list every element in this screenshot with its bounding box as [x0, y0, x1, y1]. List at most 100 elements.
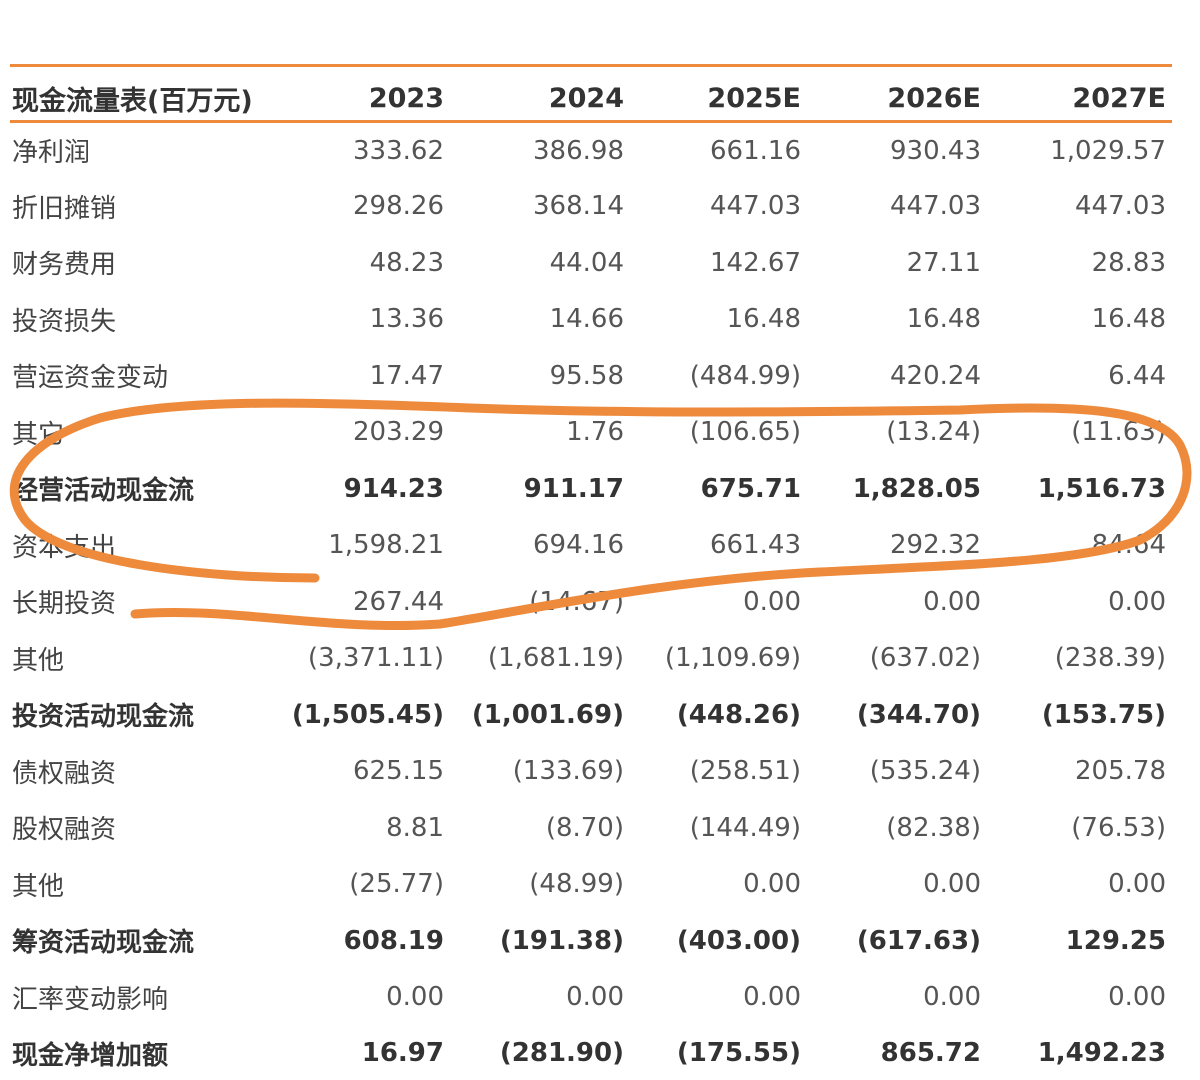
row-value: 28.83	[1091, 247, 1166, 278]
table-row: 其他 (3,371.11) (1,681.19) (1,109.69) (637.02)…	[10, 630, 1172, 687]
table-row: 投资损失 13.36 14.66 16.48 16.48 16.48	[10, 291, 1172, 348]
row-label: 债权融资	[12, 758, 117, 789]
row-value: (238.39)	[1054, 643, 1166, 674]
table-row-subtotal: 经营活动现金流 914.23 911.17 675.71 1,828.05 1,516.7…	[10, 461, 1172, 518]
cash-flow-table-container: 现金流量表(百万元) 2023 2024 2025E 2026E 2027E 净…	[10, 64, 1172, 1080]
row-value: 0.00	[923, 982, 981, 1013]
row-value: 84.64	[1091, 530, 1166, 561]
row-value: 16.48	[726, 304, 801, 335]
row-value: 0.00	[386, 982, 444, 1013]
row-value: (1,109.69)	[664, 643, 801, 674]
row-value: 6.44	[1108, 360, 1166, 391]
row-value: (1,505.45)	[291, 699, 444, 730]
row-value: (144.49)	[689, 812, 801, 843]
row-value: (25.77)	[349, 869, 444, 900]
row-label: 净利润	[12, 138, 91, 168]
row-value: (76.53)	[1071, 812, 1166, 843]
row-value: (637.02)	[869, 643, 981, 674]
row-value: (617.63)	[856, 925, 981, 956]
row-value: 8.81	[386, 812, 444, 843]
row-value: (14.67)	[529, 586, 624, 617]
row-value: 16.97	[290, 1025, 450, 1080]
table-row: 长期投资 267.44 (14.67) 0.00 0.00 0.00	[10, 574, 1172, 631]
table-row-subtotal: 筹资活动现金流 608.19 (191.38) (403.00) (617.63) 129…	[10, 913, 1172, 970]
row-value: 420.24	[890, 360, 981, 391]
row-value: (175.55)	[630, 1025, 807, 1080]
table-row: 资本支出 1,598.21 694.16 661.43 292.32 84.64	[10, 517, 1172, 574]
row-value: 386.98	[533, 135, 624, 166]
row-value: 1,598.21	[328, 530, 444, 561]
row-value: (258.51)	[689, 756, 801, 787]
row-value: (535.24)	[869, 756, 981, 787]
row-value: (13.24)	[886, 417, 981, 448]
row-value: 0.00	[566, 982, 624, 1013]
row-value: (106.65)	[689, 417, 801, 448]
row-label: 其他	[12, 871, 65, 902]
row-value: 48.23	[369, 247, 444, 278]
row-value: (133.69)	[512, 756, 624, 787]
row-value: 1.76	[566, 417, 624, 448]
row-value: (403.00)	[676, 925, 801, 956]
row-value: (82.38)	[886, 812, 981, 843]
cash-flow-table: 现金流量表(百万元) 2023 2024 2025E 2026E 2027E 净…	[10, 64, 1172, 1080]
row-value: (153.75)	[1041, 699, 1166, 730]
row-value: 911.17	[523, 473, 624, 504]
table-row: 折旧摊销 298.26 368.14 447.03 447.03 447.03	[10, 178, 1172, 235]
row-value: 205.78	[1075, 756, 1166, 787]
table-row: 其它 203.29 1.76 (106.65) (13.24) (11.63)	[10, 404, 1172, 461]
row-label: 经营活动现金流	[12, 476, 195, 507]
row-value: 447.03	[1075, 191, 1166, 222]
table-title: 现金流量表(百万元)	[10, 64, 290, 123]
row-value: 1,492.23	[987, 1025, 1172, 1080]
year-header: 2027E	[987, 64, 1172, 123]
row-value: 865.72	[807, 1025, 987, 1080]
table-row: 汇率变动影响 0.00 0.00 0.00 0.00 0.00	[10, 969, 1172, 1026]
row-label: 折旧摊销	[12, 193, 117, 224]
row-value: 0.00	[743, 869, 801, 900]
row-value: (48.99)	[529, 869, 624, 900]
row-value: 368.14	[533, 191, 624, 222]
row-value: 13.36	[369, 304, 444, 335]
table-row: 其他 (25.77) (48.99) 0.00 0.00 0.00	[10, 856, 1172, 913]
year-header: 2025E	[630, 64, 807, 123]
row-value: 625.15	[353, 756, 444, 787]
row-value: (11.63)	[1071, 417, 1166, 448]
row-value: 1,828.05	[852, 473, 981, 504]
row-label: 财务费用	[12, 250, 117, 281]
row-label: 其它	[12, 419, 65, 450]
row-value: 1,029.57	[1050, 135, 1166, 166]
table-row-subtotal: 现金净增加额 16.97 (281.90) (175.55) 865.72 1,492.2…	[10, 1025, 1172, 1080]
row-value: 298.26	[353, 191, 444, 222]
row-value: 14.66	[549, 304, 624, 335]
row-label: 营运资金变动	[12, 363, 169, 394]
row-value: 661.16	[710, 135, 801, 166]
row-value: 930.43	[890, 135, 981, 166]
row-value: (1,681.19)	[487, 643, 624, 674]
row-value: (1,001.69)	[471, 699, 624, 730]
year-header: 2023	[290, 64, 450, 123]
row-value: 661.43	[710, 530, 801, 561]
row-value: (448.26)	[676, 699, 801, 730]
row-value: (281.90)	[450, 1025, 630, 1080]
row-value: (344.70)	[856, 699, 981, 730]
row-value: 333.62	[353, 135, 444, 166]
row-value: (8.70)	[545, 812, 624, 843]
row-value: (484.99)	[689, 360, 801, 391]
row-label: 投资活动现金流	[12, 702, 195, 733]
row-label: 汇率变动影响	[12, 984, 169, 1015]
row-value: 95.58	[549, 360, 624, 391]
row-value: 267.44	[353, 586, 444, 617]
row-value: 0.00	[1108, 869, 1166, 900]
row-value: 129.25	[1065, 925, 1166, 956]
row-label: 其他	[12, 645, 65, 676]
row-value: 1,516.73	[1037, 473, 1166, 504]
table-row: 营运资金变动 17.47 95.58 (484.99) 420.24 6.44	[10, 348, 1172, 405]
row-value: 675.71	[700, 473, 801, 504]
table-header-row: 现金流量表(百万元) 2023 2024 2025E 2026E 2027E	[10, 64, 1172, 123]
row-label: 股权融资	[12, 815, 117, 846]
table-row: 净利润 333.62 386.98 661.16 930.43 1,029.57	[10, 122, 1172, 179]
row-value: 17.47	[369, 360, 444, 391]
year-header: 2026E	[807, 64, 987, 123]
row-value: (191.38)	[499, 925, 624, 956]
row-value: 27.11	[906, 247, 981, 278]
